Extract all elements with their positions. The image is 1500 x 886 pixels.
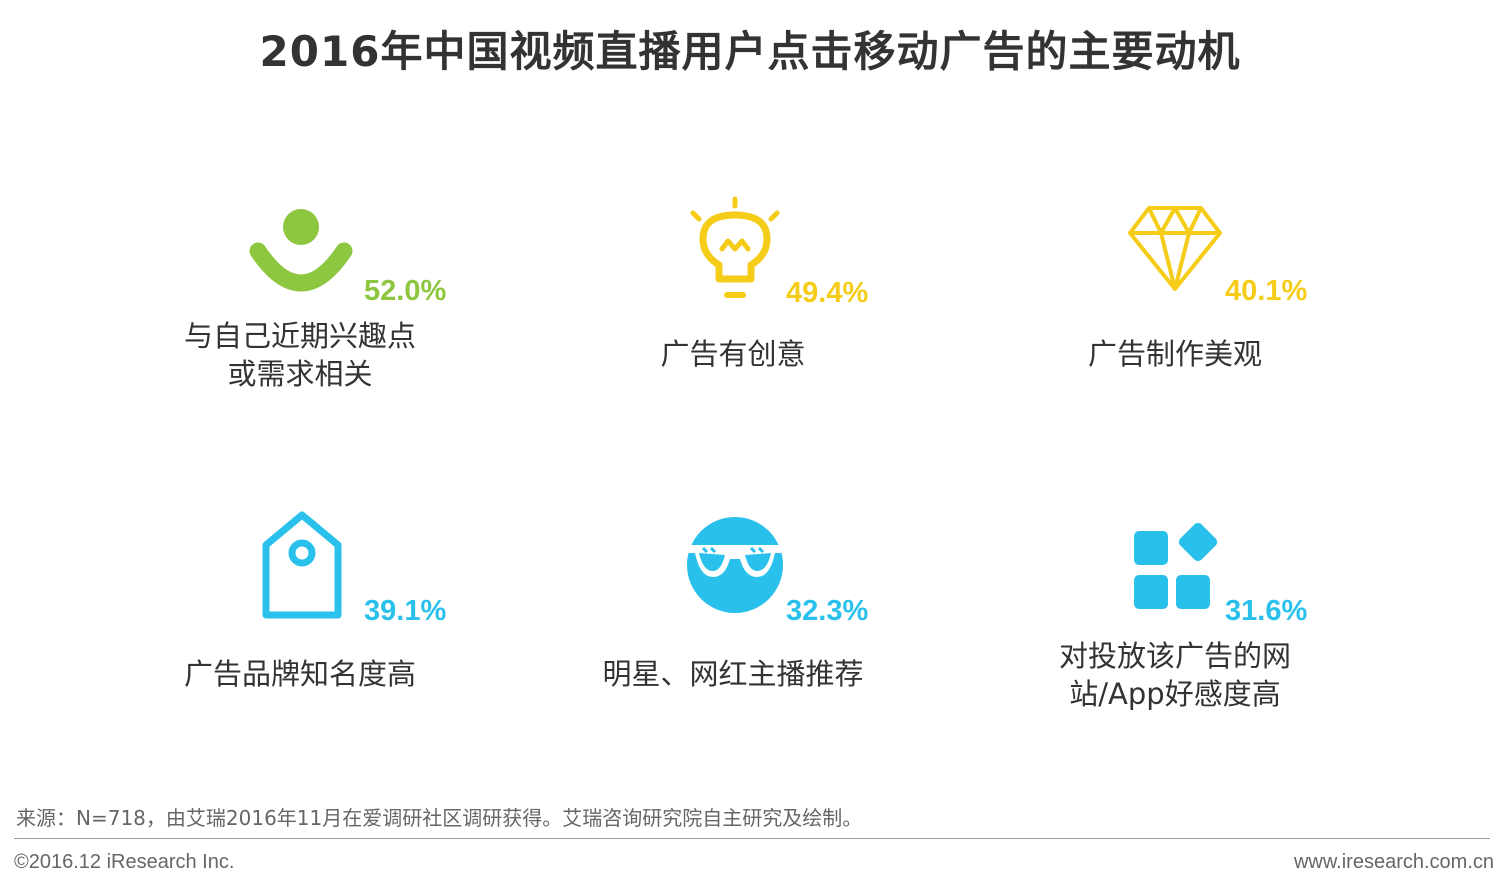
motive-label: 与自己近期兴趣点 或需求相关 bbox=[100, 317, 500, 393]
percent-value: 39.1% bbox=[364, 595, 447, 627]
percent-value: 31.6% bbox=[1225, 595, 1308, 627]
motive-label: 明星、网红主播推荐 bbox=[533, 655, 933, 693]
motive-item: 52.0% 与自己近期兴趣点 或需求相关 bbox=[100, 195, 500, 455]
source-note: 来源：N=718，由艾瑞2016年11月在爱调研社区调研获得。艾瑞咨询研究院自主… bbox=[16, 806, 863, 830]
label-line: 与自己近期兴趣点 bbox=[183, 319, 416, 353]
label-line: 广告制作美观 bbox=[1087, 337, 1262, 371]
motive-item: 31.6% 对投放该广告的网 站/App好感度高 bbox=[975, 505, 1375, 765]
motive-item: 32.3% 明星、网红主播推荐 bbox=[533, 505, 933, 765]
lightbulb-icon bbox=[690, 196, 780, 298]
percent-value: 32.3% bbox=[786, 595, 869, 627]
motive-label: 广告有创意 bbox=[533, 335, 933, 373]
chart-title: 2016年中国视频直播用户点击移动广告的主要动机 bbox=[259, 27, 1241, 76]
diamond-icon bbox=[1128, 206, 1222, 291]
label-line: 广告品牌知名度高 bbox=[183, 657, 416, 691]
motive-label: 广告品牌知名度高 bbox=[100, 655, 500, 693]
sunglasses-icon bbox=[687, 517, 783, 613]
motive-item: 40.1% 广告制作美观 bbox=[975, 195, 1375, 455]
motive-item: 49.4% 广告有创意 bbox=[533, 195, 933, 455]
label-line: 对投放该广告的网 bbox=[1058, 639, 1291, 673]
percent-value: 49.4% bbox=[786, 277, 869, 309]
label-line: 明星、网红主播推荐 bbox=[602, 657, 864, 691]
label-line: 或需求相关 bbox=[227, 357, 373, 391]
copyright-text: ©2016.12 iResearch Inc. bbox=[14, 851, 235, 873]
percent-value: 40.1% bbox=[1225, 275, 1308, 307]
tag-icon bbox=[262, 511, 342, 619]
footer-divider bbox=[14, 838, 1490, 839]
website-link[interactable]: www.iresearch.com.cn bbox=[1293, 851, 1494, 873]
motive-item: 39.1% 广告品牌知名度高 bbox=[100, 505, 500, 765]
label-line: 广告有创意 bbox=[660, 337, 806, 371]
motive-label: 对投放该广告的网 站/App好感度高 bbox=[975, 637, 1375, 713]
apps-grid-icon bbox=[1134, 522, 1218, 609]
percent-value: 52.0% bbox=[364, 275, 447, 307]
person-smile-icon bbox=[249, 209, 353, 292]
motive-label: 广告制作美观 bbox=[975, 335, 1375, 373]
label-line: 站/App好感度高 bbox=[1069, 677, 1281, 711]
